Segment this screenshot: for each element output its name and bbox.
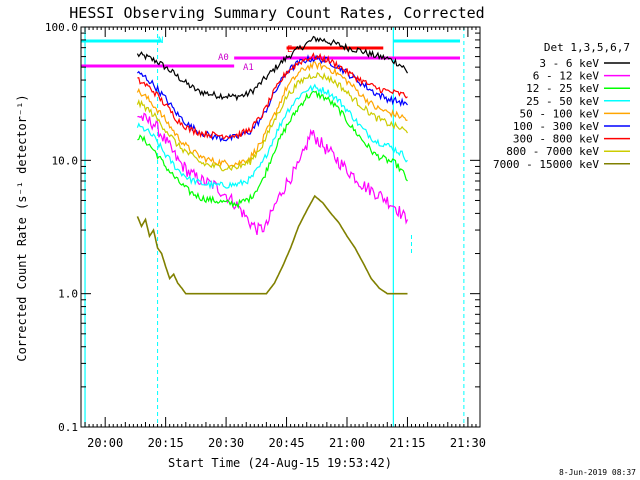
x-tick-label: 20:45 (268, 436, 304, 450)
x-tick-label: 20:00 (87, 436, 123, 450)
series-line (137, 112, 409, 236)
series-line (136, 35, 409, 102)
series-line (136, 83, 408, 190)
series-line (136, 71, 409, 172)
y-tick-label: 1.0 (58, 288, 78, 301)
overlay-label: A0 (218, 53, 229, 63)
chart-title: HESSI Observing Summary Count Rates, Cor… (69, 4, 484, 22)
y-tick-label: 10.0 (52, 154, 79, 167)
series-line (136, 61, 408, 168)
overlay-label: N (158, 36, 163, 46)
observing-overlays: N A0 A1 E (81, 27, 465, 427)
x-tick-label: 20:15 (148, 436, 184, 450)
legend-label: 800 - 7000 keV (506, 145, 599, 158)
legend-label: 12 - 25 keV (526, 82, 599, 95)
x-tick-label: 21:00 (329, 436, 365, 450)
legend-title: Det 1,3,5,6,7 (544, 41, 630, 54)
legend-label: 6 - 12 keV (533, 70, 600, 83)
plot-border (80, 26, 481, 428)
series-line (136, 194, 408, 295)
overlay-label: E (287, 45, 292, 55)
legend-label: 7000 - 15000 keV (493, 158, 599, 171)
y-tick-label: 0.1 (58, 421, 78, 434)
series-line (137, 90, 408, 210)
series-line (137, 52, 408, 140)
legend-label: 100 - 300 keV (513, 120, 599, 133)
legend-label: 50 - 100 keV (520, 107, 600, 120)
legend-label: 3 - 6 keV (539, 57, 599, 70)
axis-ticks: 0.1 1.0 10.0 100.0 20:00 20:15 20:30 20:45 21:00… (45, 21, 486, 450)
x-axis-label: Start Time (24-Aug-15 19:53:42) (168, 456, 392, 470)
x-tick-label: 20:30 (208, 436, 244, 450)
x-tick-label: 21:30 (450, 436, 486, 450)
y-axis-label: Corrected Count Rate (s⁻¹ detector⁻¹) (15, 94, 29, 361)
legend-label: 25 - 50 keV (526, 95, 599, 108)
legend-label: 300 - 800 keV (513, 133, 599, 146)
series-lines (136, 35, 409, 295)
y-tick-label: 100.0 (45, 21, 78, 34)
overlay-label: A1 (243, 63, 254, 73)
x-tick-label: 21:15 (389, 436, 425, 450)
plot-frame (80, 26, 481, 428)
footer-date: 8-Jun-2019 08:37 (559, 468, 636, 477)
series-line (136, 54, 408, 143)
